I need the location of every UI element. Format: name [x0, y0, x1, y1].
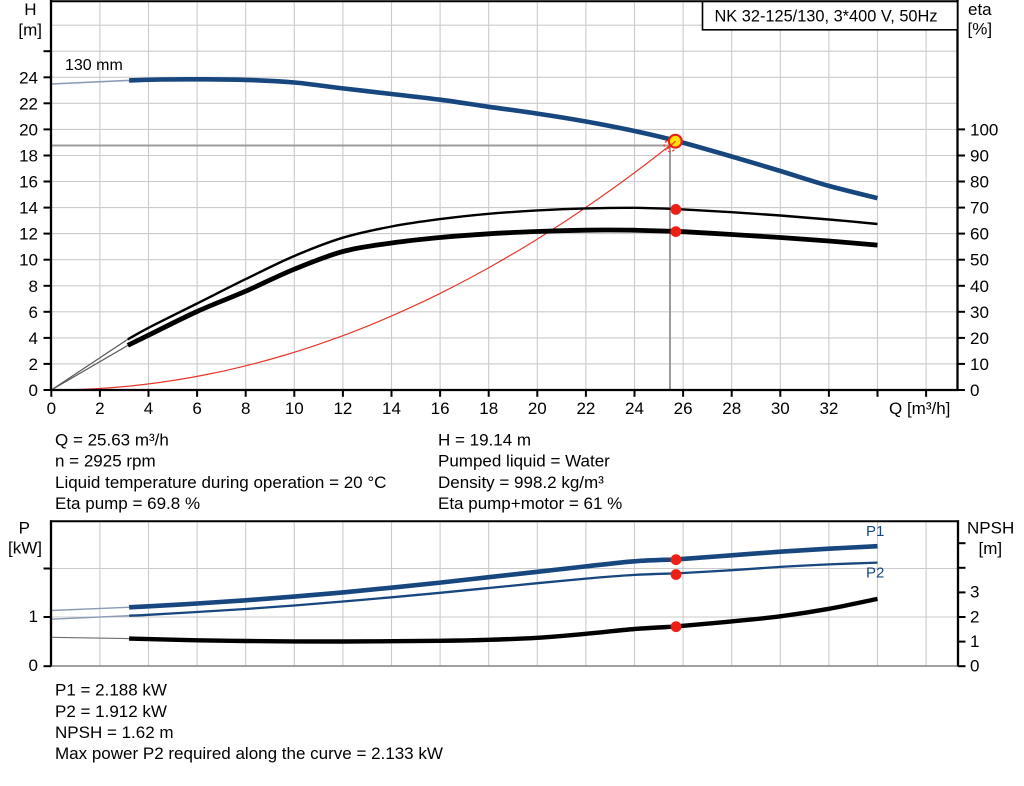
svg-text:20: 20 [970, 329, 989, 348]
svg-text:30: 30 [771, 399, 790, 418]
svg-text:100: 100 [970, 120, 998, 139]
svg-text:22: 22 [19, 94, 38, 113]
svg-text:P: P [19, 519, 30, 538]
svg-text:3: 3 [970, 583, 979, 602]
svg-text:P2 = 1.912 kW: P2 = 1.912 kW [55, 702, 167, 721]
svg-text:4: 4 [29, 329, 38, 348]
svg-text:NPSH = 1.62 m: NPSH = 1.62 m [55, 723, 174, 742]
svg-text:6: 6 [29, 303, 38, 322]
svg-text:n = 2925 rpm: n = 2925 rpm [55, 452, 156, 471]
svg-text:10: 10 [970, 355, 989, 374]
svg-text:1: 1 [29, 607, 38, 626]
svg-text:H: H [24, 0, 36, 19]
svg-text:12: 12 [333, 399, 352, 418]
svg-text:0: 0 [47, 399, 56, 418]
svg-text:[m]: [m] [18, 21, 42, 40]
svg-text:130 mm: 130 mm [65, 57, 123, 74]
svg-text:0: 0 [29, 656, 38, 675]
svg-text:70: 70 [970, 199, 989, 218]
svg-text:10: 10 [285, 399, 304, 418]
svg-text:4: 4 [144, 399, 153, 418]
svg-text:32: 32 [819, 399, 838, 418]
svg-text:H = 19.14 m: H = 19.14 m [438, 431, 531, 450]
svg-text:Density = 998.2 kg/m³: Density = 998.2 kg/m³ [438, 473, 604, 492]
svg-text:P1 = 2.188 kW: P1 = 2.188 kW [55, 681, 167, 700]
svg-text:24: 24 [19, 68, 38, 87]
svg-text:1: 1 [970, 632, 979, 651]
svg-text:eta: eta [968, 0, 992, 19]
svg-text:NK 32-125/130, 3*400 V, 50Hz: NK 32-125/130, 3*400 V, 50Hz [715, 7, 938, 26]
svg-text:[%]: [%] [968, 20, 993, 39]
svg-text:Liquid temperature during oper: Liquid temperature during operation = 20… [55, 473, 386, 492]
svg-text:Pumped liquid = Water: Pumped liquid = Water [438, 452, 610, 471]
svg-text:14: 14 [19, 199, 38, 218]
svg-text:40: 40 [970, 277, 989, 296]
svg-text:0: 0 [970, 657, 979, 676]
svg-text:2: 2 [29, 355, 38, 374]
svg-text:8: 8 [241, 399, 250, 418]
svg-text:50: 50 [970, 251, 989, 270]
svg-text:28: 28 [722, 399, 741, 418]
svg-text:0: 0 [29, 381, 38, 400]
svg-text:16: 16 [19, 173, 38, 192]
svg-text:16: 16 [431, 399, 450, 418]
svg-text:20: 20 [19, 120, 38, 139]
svg-text:18: 18 [19, 147, 38, 166]
svg-text:14: 14 [382, 399, 401, 418]
svg-text:NPSH: NPSH [967, 519, 1014, 538]
svg-text:60: 60 [970, 225, 989, 244]
svg-text:8: 8 [29, 277, 38, 296]
svg-text:2: 2 [970, 607, 979, 626]
svg-text:26: 26 [674, 399, 693, 418]
svg-text:[m]: [m] [979, 539, 1003, 558]
svg-text:12: 12 [19, 225, 38, 244]
svg-text:20: 20 [528, 399, 547, 418]
svg-text:Q = 25.63 m³/h: Q = 25.63 m³/h [55, 431, 169, 450]
svg-text:22: 22 [576, 399, 595, 418]
svg-text:6: 6 [192, 399, 201, 418]
svg-text:Q [m³/h]: Q [m³/h] [889, 399, 950, 418]
svg-text:P2: P2 [866, 564, 884, 581]
svg-text:0: 0 [970, 381, 979, 400]
svg-text:Eta pump = 69.8 %: Eta pump = 69.8 % [55, 494, 200, 513]
svg-text:Max power P2 required along th: Max power P2 required along the curve = … [55, 744, 443, 763]
svg-text:30: 30 [970, 303, 989, 322]
svg-text:2: 2 [95, 399, 104, 418]
svg-text:80: 80 [970, 173, 989, 192]
svg-text:90: 90 [970, 147, 989, 166]
svg-text:P1: P1 [866, 523, 884, 540]
svg-text:Eta pump+motor = 61 %: Eta pump+motor = 61 % [438, 494, 622, 513]
svg-text:18: 18 [479, 399, 498, 418]
svg-text:10: 10 [19, 251, 38, 270]
svg-text:24: 24 [625, 399, 644, 418]
svg-text:[kW]: [kW] [8, 539, 42, 558]
